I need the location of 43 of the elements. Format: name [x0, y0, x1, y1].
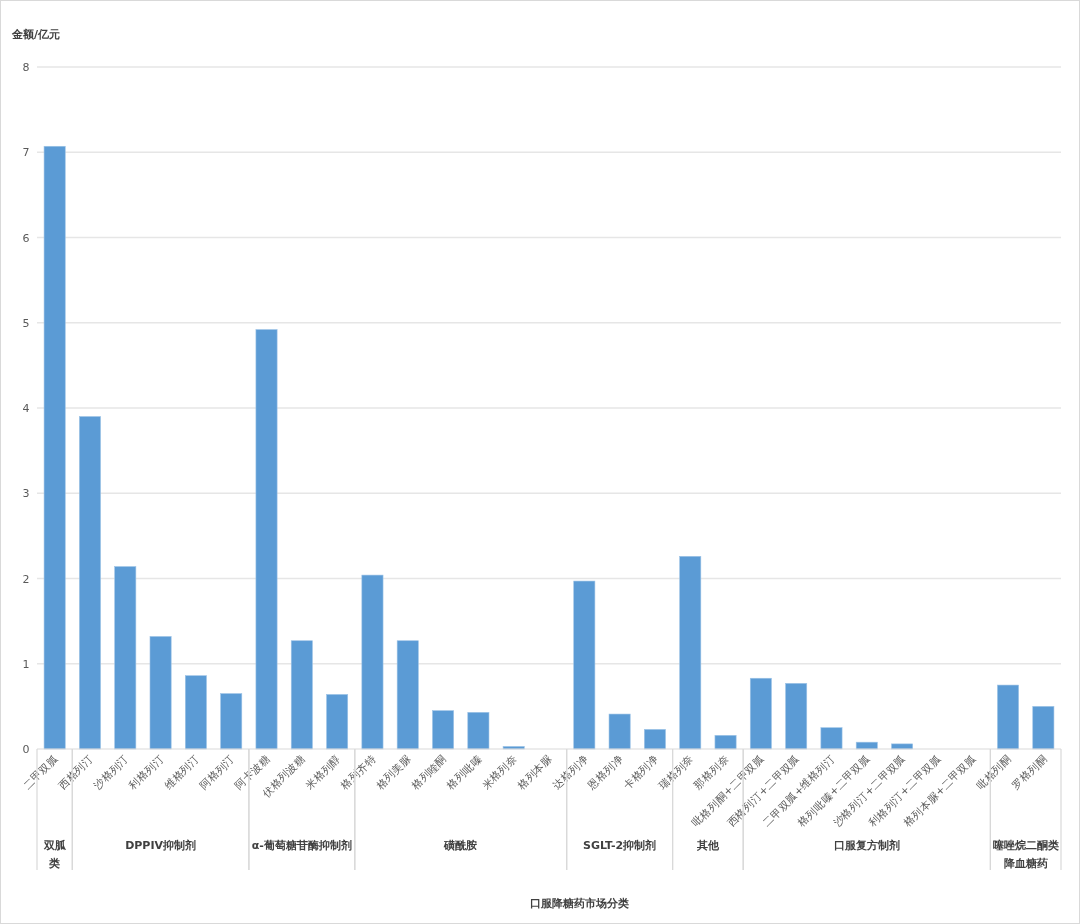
bar: [326, 694, 349, 750]
bar: [255, 329, 278, 750]
bar: [714, 735, 737, 750]
y-tick-label: 2: [22, 572, 30, 586]
y-tick-label: 6: [22, 231, 30, 245]
bar: [43, 145, 66, 750]
y-axis-title: 金额/亿元: [11, 28, 61, 41]
bar: [997, 684, 1019, 750]
bar: [220, 693, 243, 750]
bar: [749, 677, 772, 750]
y-tick-label: 0: [22, 743, 30, 756]
bar: [79, 416, 101, 750]
y-tick-label: 4: [22, 402, 30, 415]
y-tick-label: 8: [22, 61, 30, 74]
bar: [608, 713, 631, 750]
bar: [573, 580, 596, 750]
x-tick-label: 利格列汀: [126, 751, 166, 792]
text: SGLT-2抑制剂: [583, 839, 657, 852]
y-tick-label: 5: [22, 316, 30, 330]
y-tick-label: 3: [22, 487, 30, 501]
bar: [185, 675, 207, 750]
y-tick-label: 1: [22, 657, 30, 671]
bar: [820, 727, 843, 750]
text: α-葡萄糖苷酶抑制剂: [251, 839, 352, 852]
text: DPPIV抑制剂: [125, 839, 197, 852]
bar: [679, 556, 702, 750]
bar: [361, 574, 384, 750]
bar: [785, 683, 808, 750]
text: 噻唑烷二酮类降血糖药: [992, 839, 1059, 870]
text: 磺酰胺: [443, 839, 478, 852]
bar: [396, 640, 419, 750]
bar: [432, 710, 454, 750]
bar: [114, 566, 137, 750]
text: 其他: [695, 839, 720, 852]
y-tick-label: 7: [22, 146, 30, 160]
bar: [290, 640, 313, 750]
text: 口服降糖药市场分类: [529, 897, 629, 910]
bar: [467, 712, 490, 750]
text: 双胍类: [42, 839, 67, 870]
bar: [1032, 706, 1055, 750]
text: 口服复方制剂: [833, 839, 900, 852]
bar: [644, 729, 666, 750]
bar: [149, 636, 172, 750]
